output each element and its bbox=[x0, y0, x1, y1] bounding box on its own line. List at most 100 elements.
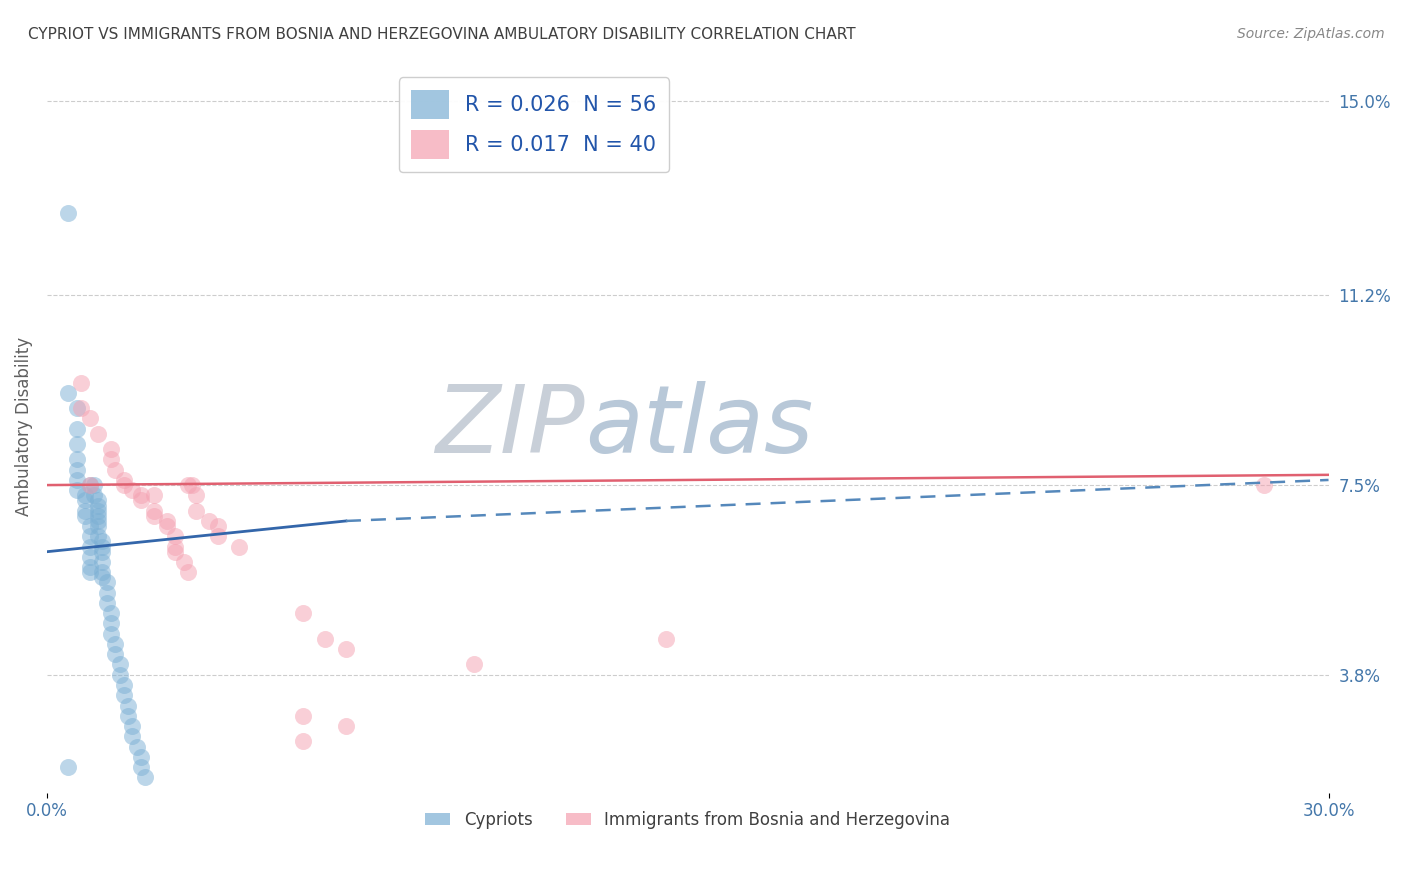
Point bbox=[292, 734, 315, 748]
Point bbox=[87, 514, 110, 528]
Point bbox=[91, 540, 114, 554]
Point bbox=[83, 478, 105, 492]
Point bbox=[79, 478, 101, 492]
Point bbox=[87, 508, 110, 523]
Point bbox=[96, 575, 118, 590]
Text: Source: ZipAtlas.com: Source: ZipAtlas.com bbox=[1237, 27, 1385, 41]
Point bbox=[75, 493, 97, 508]
Y-axis label: Ambulatory Disability: Ambulatory Disability bbox=[15, 336, 32, 516]
Text: ZIP: ZIP bbox=[436, 381, 585, 472]
Point bbox=[58, 206, 80, 220]
Point bbox=[108, 657, 131, 672]
Point bbox=[335, 719, 357, 733]
Point bbox=[177, 478, 200, 492]
Point bbox=[207, 529, 229, 543]
Point bbox=[70, 376, 93, 390]
Point bbox=[83, 488, 105, 502]
Point bbox=[100, 452, 122, 467]
Point bbox=[100, 626, 122, 640]
Point bbox=[165, 540, 187, 554]
Point bbox=[292, 606, 315, 620]
Point bbox=[87, 426, 110, 441]
Point bbox=[87, 504, 110, 518]
Point bbox=[87, 529, 110, 543]
Point bbox=[79, 411, 101, 425]
Point bbox=[165, 545, 187, 559]
Point bbox=[91, 545, 114, 559]
Point bbox=[96, 585, 118, 599]
Text: CYPRIOT VS IMMIGRANTS FROM BOSNIA AND HERZEGOVINA AMBULATORY DISABILITY CORRELAT: CYPRIOT VS IMMIGRANTS FROM BOSNIA AND HE… bbox=[28, 27, 856, 42]
Point bbox=[1253, 478, 1275, 492]
Point bbox=[186, 488, 208, 502]
Point bbox=[96, 596, 118, 610]
Point bbox=[112, 688, 135, 702]
Point bbox=[463, 657, 485, 672]
Legend: Cypriots, Immigrants from Bosnia and Herzegovina: Cypriots, Immigrants from Bosnia and Her… bbox=[419, 805, 956, 836]
Point bbox=[155, 519, 177, 533]
Point bbox=[314, 632, 336, 646]
Point bbox=[186, 504, 208, 518]
Point bbox=[66, 401, 89, 416]
Point bbox=[79, 540, 101, 554]
Point bbox=[79, 478, 101, 492]
Point bbox=[112, 678, 135, 692]
Point bbox=[100, 442, 122, 457]
Point bbox=[87, 519, 110, 533]
Point bbox=[100, 616, 122, 631]
Point bbox=[100, 606, 122, 620]
Point bbox=[104, 647, 127, 661]
Point bbox=[129, 760, 152, 774]
Point bbox=[292, 708, 315, 723]
Point bbox=[79, 549, 101, 564]
Point bbox=[142, 488, 165, 502]
Point bbox=[79, 529, 101, 543]
Point bbox=[87, 499, 110, 513]
Point bbox=[117, 708, 139, 723]
Point bbox=[66, 437, 89, 451]
Point bbox=[335, 642, 357, 657]
Point bbox=[79, 566, 101, 580]
Point bbox=[155, 514, 177, 528]
Point bbox=[66, 452, 89, 467]
Point bbox=[79, 519, 101, 533]
Point bbox=[104, 463, 127, 477]
Point bbox=[91, 534, 114, 549]
Point bbox=[112, 478, 135, 492]
Point bbox=[181, 478, 204, 492]
Point bbox=[121, 729, 143, 743]
Point bbox=[91, 555, 114, 569]
Point bbox=[121, 483, 143, 498]
Point bbox=[655, 632, 678, 646]
Point bbox=[104, 637, 127, 651]
Point bbox=[228, 540, 250, 554]
Point bbox=[66, 473, 89, 487]
Point bbox=[173, 555, 195, 569]
Point bbox=[142, 508, 165, 523]
Point bbox=[129, 493, 152, 508]
Point bbox=[91, 570, 114, 584]
Point bbox=[177, 566, 200, 580]
Point bbox=[207, 519, 229, 533]
Point bbox=[165, 529, 187, 543]
Point bbox=[75, 504, 97, 518]
Point bbox=[66, 422, 89, 436]
Point bbox=[91, 566, 114, 580]
Point bbox=[198, 514, 221, 528]
Point bbox=[66, 483, 89, 498]
Point bbox=[134, 770, 156, 784]
Point bbox=[70, 401, 93, 416]
Point bbox=[125, 739, 148, 754]
Point bbox=[129, 749, 152, 764]
Point bbox=[142, 504, 165, 518]
Point bbox=[108, 667, 131, 681]
Point bbox=[75, 488, 97, 502]
Point bbox=[66, 463, 89, 477]
Point bbox=[75, 508, 97, 523]
Text: atlas: atlas bbox=[585, 381, 814, 472]
Point bbox=[79, 560, 101, 574]
Point bbox=[117, 698, 139, 713]
Point bbox=[129, 488, 152, 502]
Point bbox=[87, 493, 110, 508]
Point bbox=[112, 473, 135, 487]
Point bbox=[121, 719, 143, 733]
